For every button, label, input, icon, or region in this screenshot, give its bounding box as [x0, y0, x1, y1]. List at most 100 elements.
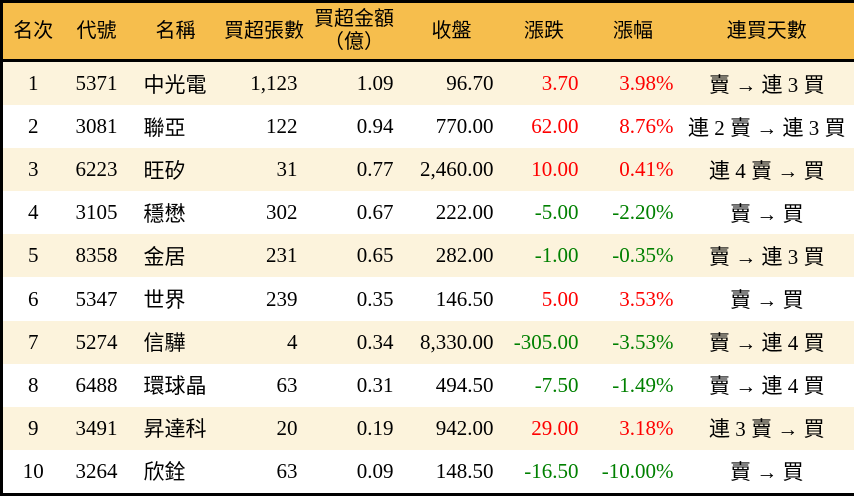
cell-close-price: 146.50 [435, 286, 494, 311]
cell-net-buy-volume: 63 [276, 372, 298, 397]
cell-close-price: 148.50 [435, 458, 494, 483]
cell-rank: 2 [28, 114, 39, 139]
cell-stock-code: 3264 [75, 458, 118, 483]
header-row: 名次 代號 名稱 買超張數 買超金額 （億） 收盤 漲跌 漲幅 連買天數 [1, 1, 854, 62]
cell-stock-code: 3105 [75, 200, 118, 225]
cell-rank: 3 [28, 157, 39, 182]
cell-close-price: 770.00 [435, 114, 494, 139]
cell-price-change: 3.70 [541, 71, 579, 96]
cell-streak-days: 賣 → 連 3 買 [709, 72, 825, 97]
cell-change-percent: 3.53% [619, 286, 674, 311]
cell-stock-name: 中光電 [143, 72, 207, 97]
cell-streak-days: 賣 → 買 [730, 460, 804, 485]
cell-change-percent: -0.35% [612, 243, 674, 268]
cell-stock-name: 欣銓 [143, 460, 186, 485]
cell-streak-days: 賣 → 連 4 買 [709, 374, 825, 399]
cell-net-buy-volume: 63 [276, 458, 298, 483]
cell-stock-code: 6223 [75, 157, 118, 182]
cell-net-buy-volume: 239 [266, 286, 298, 311]
cell-stock-code: 3491 [75, 415, 118, 440]
cell-change-percent: 0.41% [619, 157, 674, 182]
cell-close-price: 942.00 [435, 415, 494, 440]
cell-price-change: -305.00 [513, 329, 579, 354]
cell-stock-name: 環球晶 [143, 374, 207, 399]
cell-change-percent: -3.53% [612, 329, 674, 354]
cell-net-buy-amount: 0.19 [356, 415, 394, 440]
cell-rank: 5 [28, 243, 39, 268]
table-row: 9 3491 昇達科 20 0.19 942.00 29.00 3.18% 連 … [1, 406, 854, 450]
cell-streak-days: 賣 → 連 4 買 [709, 331, 825, 356]
cell-streak-days: 連 3 賣 → 買 [709, 417, 825, 442]
cell-price-change: 29.00 [531, 415, 579, 440]
cell-net-buy-amount: 1.09 [356, 71, 394, 96]
cell-net-buy-volume: 31 [276, 157, 298, 182]
cell-rank: 4 [28, 200, 39, 225]
cell-change-percent: -2.20% [612, 200, 674, 225]
cell-close-price: 8,330.00 [420, 329, 494, 354]
cell-net-buy-volume: 4 [287, 329, 298, 354]
cell-net-buy-amount: 0.77 [356, 157, 394, 182]
cell-stock-code: 5347 [75, 286, 118, 311]
table-row: 7 5274 信驊 4 0.34 8,330.00 -305.00 -3.53%… [1, 320, 854, 364]
cell-streak-days: 賣 → 連 3 買 [709, 244, 825, 269]
cell-change-percent: -1.49% [612, 372, 674, 397]
table-row: 4 3105 穩懋 302 0.67 222.00 -5.00 -2.20% 賣… [1, 191, 854, 235]
cell-stock-name: 世界 [143, 288, 186, 313]
cell-net-buy-volume: 1,123 [250, 71, 298, 96]
cell-stock-name: 穩懋 [143, 201, 186, 226]
col-header-amount-line2: （億） [324, 31, 384, 53]
cell-net-buy-volume: 122 [266, 114, 298, 139]
cell-stock-code: 5274 [75, 329, 118, 354]
cell-change-percent: 8.76% [619, 114, 674, 139]
col-header-rank: 名次 [1, 1, 64, 62]
cell-stock-name: 金居 [143, 244, 186, 269]
cell-stock-name: 昇達科 [143, 417, 207, 442]
table-body: 1 5371 中光電 1,123 1.09 96.70 3.70 3.98% 賣… [1, 60, 854, 495]
col-header-pct: 漲幅 [586, 1, 680, 62]
cell-rank: 6 [28, 286, 39, 311]
col-header-amount-line1: 買超金額 [314, 8, 394, 30]
cell-close-price: 282.00 [435, 243, 494, 268]
table-row: 1 5371 中光電 1,123 1.09 96.70 3.70 3.98% 賣… [1, 60, 854, 106]
cell-net-buy-volume: 302 [266, 200, 298, 225]
cell-change-percent: -10.00% [601, 458, 674, 483]
cell-change-percent: 3.98% [619, 71, 674, 96]
cell-price-change: 62.00 [531, 114, 579, 139]
cell-close-price: 96.70 [446, 71, 494, 96]
cell-net-buy-amount: 0.31 [356, 372, 394, 397]
cell-close-price: 494.50 [435, 372, 494, 397]
cell-price-change: 10.00 [531, 157, 579, 182]
cell-price-change: -1.00 [534, 243, 579, 268]
col-header-change: 漲跌 [501, 1, 587, 62]
cell-stock-name: 聯亞 [143, 115, 186, 140]
table-row: 2 3081 聯亞 122 0.94 770.00 62.00 8.76% 連 … [1, 105, 854, 149]
cell-streak-days: 賣 → 買 [730, 288, 804, 313]
cell-net-buy-volume: 20 [276, 415, 298, 440]
table-row: 5 8358 金居 231 0.65 282.00 -1.00 -0.35% 賣… [1, 234, 854, 278]
cell-net-buy-amount: 0.94 [356, 114, 394, 139]
col-header-volume: 買超張數 [221, 1, 307, 62]
cell-net-buy-amount: 0.67 [356, 200, 394, 225]
col-header-code: 代號 [63, 1, 130, 62]
cell-rank: 1 [28, 71, 39, 96]
cell-streak-days: 連 4 賣 → 買 [709, 158, 825, 183]
cell-rank: 9 [28, 415, 39, 440]
col-header-close: 收盤 [401, 1, 502, 62]
cell-streak-days: 賣 → 買 [730, 201, 804, 226]
col-header-streak: 連買天數 [679, 1, 854, 62]
cell-change-percent: 3.18% [619, 415, 674, 440]
table-row: 3 6223 旺矽 31 0.77 2,460.00 10.00 0.41% 連… [1, 148, 854, 192]
cell-rank: 7 [28, 329, 39, 354]
cell-net-buy-amount: 0.35 [356, 286, 394, 311]
cell-close-price: 222.00 [435, 200, 494, 225]
cell-price-change: -16.50 [524, 458, 579, 483]
cell-stock-code: 5371 [75, 71, 118, 96]
cell-rank: 8 [28, 372, 39, 397]
cell-price-change: -5.00 [534, 200, 579, 225]
cell-net-buy-amount: 0.34 [356, 329, 394, 354]
cell-net-buy-amount: 0.65 [356, 243, 394, 268]
cell-streak-days: 連 2 賣 → 連 3 買 [688, 115, 846, 140]
cell-stock-name: 信驊 [143, 331, 186, 356]
cell-close-price: 2,460.00 [420, 157, 494, 182]
